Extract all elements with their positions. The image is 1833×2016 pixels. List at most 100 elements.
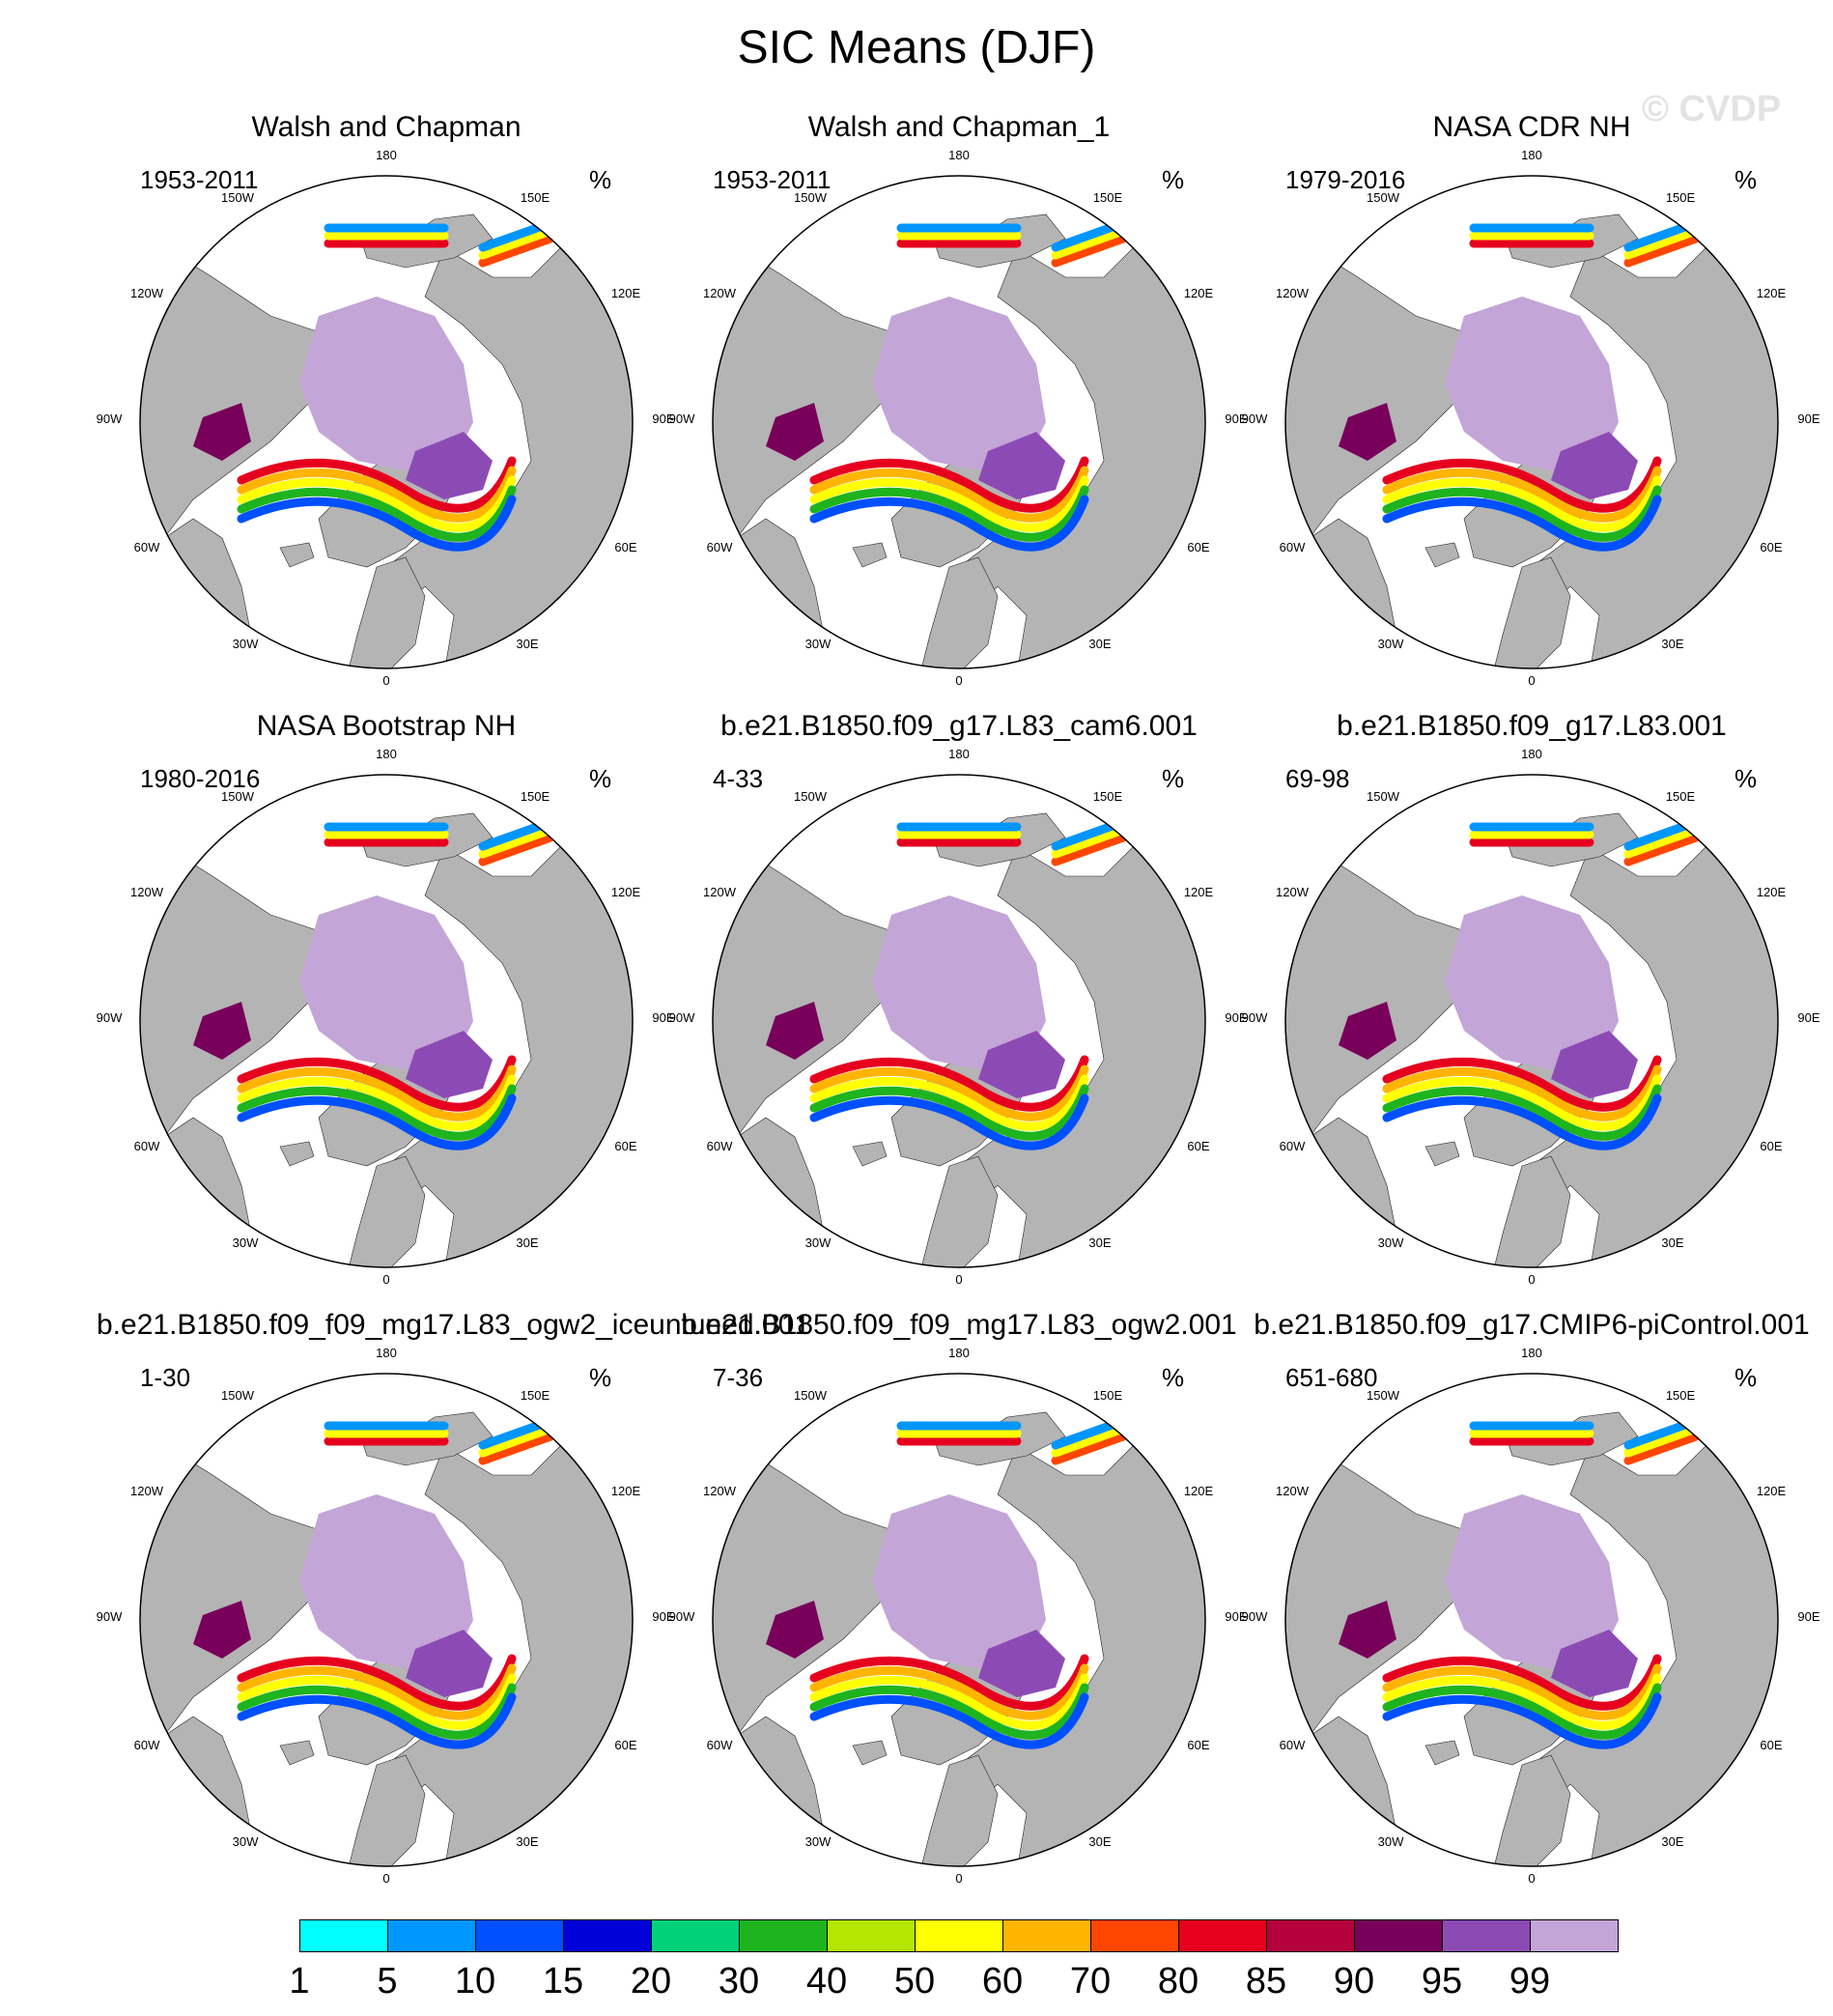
panel-unit: %	[589, 1363, 612, 1392]
longitude-label: 60W	[1279, 1738, 1306, 1752]
longitude-label: 150E	[520, 789, 550, 804]
central-ice	[872, 297, 1046, 470]
panel-title: b.e21.B1850.f09_f09_mg17.L83_ogw2_iceunt…	[97, 1309, 810, 1341]
central-ice	[1445, 1494, 1619, 1668]
ice-edge-band	[1382, 466, 1662, 523]
longitude-label: 30W	[804, 1834, 832, 1849]
ice-edge-band	[809, 1093, 1089, 1150]
land	[347, 1754, 426, 1866]
longitude-label: 150E	[1665, 789, 1696, 804]
colorbar-level-label: 85	[1245, 1961, 1287, 2002]
ice-edge-band	[1382, 1055, 1662, 1112]
panel-title: b.e21.B1850.f09_f09_mg17.L83_ogw2.001	[681, 1309, 1237, 1341]
longitude-label: 30W	[1377, 1834, 1404, 1849]
ice-edge-band	[809, 456, 1089, 513]
panel-period: 69-98	[1285, 764, 1350, 793]
central-ice	[299, 1494, 473, 1668]
ice-edge-band	[1382, 1683, 1662, 1740]
ice-edge-band	[1382, 495, 1662, 552]
panel-title: b.e21.B1850.f09_g17.CMIP6-piControl.001	[1254, 1309, 1810, 1341]
panel-period: 7-36	[713, 1363, 764, 1392]
figure-title: SIC Means (DJF)	[737, 22, 1096, 73]
colorbar-swatch	[1178, 1919, 1267, 1952]
ice-edge-band	[1623, 1424, 1701, 1458]
longitude-label: 180	[948, 1346, 970, 1360]
ice-edge-band	[809, 1074, 1089, 1131]
land	[1424, 1740, 1460, 1766]
longitude-label: 150E	[1092, 789, 1123, 804]
ice-edge-band	[478, 234, 555, 268]
longitude-label: 180	[1521, 747, 1542, 761]
longitude-label: 60E	[1760, 540, 1783, 554]
land	[279, 542, 315, 568]
ice-edge-band	[809, 1084, 1089, 1141]
ice-edge-band	[1382, 1654, 1662, 1711]
ice-edge-band	[809, 1683, 1089, 1740]
colorbar-swatch	[563, 1919, 652, 1952]
longitude-label: 30W	[1377, 1235, 1404, 1250]
longitude-label: 180	[948, 747, 970, 761]
ice-edge-band	[1051, 1432, 1128, 1465]
ice-edge-band	[478, 1424, 555, 1458]
colorbar-swatch	[651, 1919, 740, 1952]
map-boundary	[1284, 175, 1779, 669]
ice-edge-band	[1382, 456, 1662, 513]
longitude-label: 150W	[1367, 1388, 1399, 1403]
colorbar-swatch	[827, 1919, 916, 1952]
longitude-label: 90W	[96, 412, 123, 426]
longitude-label: 180	[1521, 148, 1542, 162]
colorbar-swatch	[1442, 1919, 1531, 1952]
longitude-label: 30E	[1661, 637, 1684, 651]
land	[1424, 1141, 1460, 1167]
map-boundary	[1284, 774, 1779, 1268]
ice-edge-band	[237, 495, 517, 552]
ice-edge-band	[237, 1084, 517, 1141]
longitude-label: 60W	[706, 540, 733, 554]
ice-edge-band	[1382, 1093, 1662, 1150]
longitude-label: 180	[1521, 1346, 1542, 1360]
central-ice	[872, 895, 1046, 1069]
longitude-label: 120E	[1183, 885, 1214, 899]
longitude-label: 120W	[1276, 286, 1309, 300]
central-ice	[299, 895, 473, 1069]
longitude-label: 120W	[703, 1484, 736, 1498]
thick-ice	[1551, 1031, 1638, 1098]
ice-edge-band	[237, 485, 517, 542]
map-boundary	[139, 175, 634, 669]
longitude-label: 150W	[221, 1388, 254, 1403]
ice-edge-band	[1382, 1065, 1662, 1122]
colorbar-swatch	[915, 1919, 1003, 1952]
colorbar-level-label: 99	[1509, 1961, 1551, 2002]
colorbar-swatch	[387, 1919, 476, 1952]
colorbar-level-label: 40	[805, 1961, 848, 2002]
longitude-label: 90E	[1797, 1010, 1820, 1025]
longitude-label: 0	[955, 1272, 963, 1287]
ice-edge-band	[478, 833, 555, 866]
land	[919, 1754, 999, 1866]
longitude-label: 150W	[1367, 789, 1399, 804]
longitude-label: 30E	[1661, 1834, 1684, 1849]
colorbar-level-label: 60	[981, 1961, 1024, 2002]
longitude-label: 150W	[221, 190, 254, 205]
ice-edge-band	[809, 1065, 1089, 1122]
longitude-label: 180	[376, 1346, 397, 1360]
longitude-label: 120W	[130, 1484, 163, 1498]
map-boundary	[139, 774, 634, 1268]
ice-edge-band	[237, 466, 517, 523]
panel-period: 1-30	[140, 1363, 191, 1392]
panel-unit: %	[589, 165, 612, 194]
longitude-label: 90W	[668, 1010, 695, 1025]
ice-edge-band	[478, 226, 555, 260]
map-boundary	[712, 175, 1206, 669]
colorbar-level-label: 1	[289, 1961, 310, 2002]
ice-edge-band	[1382, 475, 1662, 532]
longitude-label: 180	[376, 747, 397, 761]
map-boundary	[712, 1373, 1206, 1867]
longitude-label: 150E	[1092, 190, 1123, 205]
polar-map	[139, 175, 634, 669]
longitude-label: 90W	[668, 412, 695, 426]
hudson-bay-ice	[193, 1601, 251, 1659]
longitude-label: 90W	[96, 1010, 123, 1025]
longitude-label: 60W	[706, 1738, 733, 1752]
map-boundary	[139, 1373, 634, 1867]
